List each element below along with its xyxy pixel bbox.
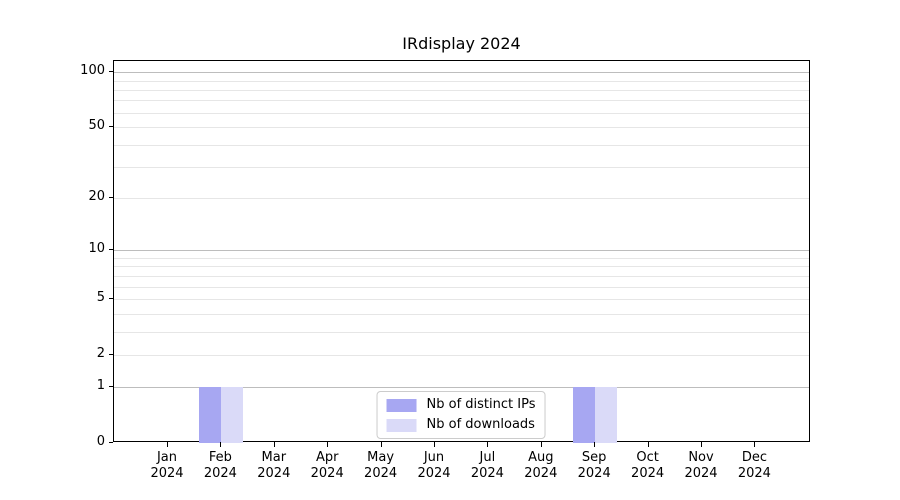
gridline-major [114,72,809,74]
x-tick-label: Sep 2024 [577,450,611,481]
x-tick-label: Feb 2024 [203,450,237,481]
legend-swatch-downloads [386,418,417,432]
x-tick-mark [380,442,382,447]
bar-distinct-ips [573,387,596,443]
y-tick-mark [109,249,113,251]
gridline-minor [114,286,809,288]
y-tick-label: 5 [96,290,105,305]
gridline-minor [114,257,809,259]
x-tick-mark [434,442,435,447]
x-tick-mark [167,442,168,447]
chart-title: IRdisplay 2024 [402,34,521,53]
gridline-minor [114,127,809,129]
x-tick-label: Dec 2024 [737,450,771,481]
legend-label: Nb of distinct IPs [426,397,536,412]
y-tick-label: 100 [80,63,105,79]
gridline-major [114,387,809,389]
gridline-minor [114,144,809,146]
y-tick-label: 1 [96,378,105,394]
gridline-minor [114,80,809,82]
x-tick-label: Jan 2024 [150,450,184,481]
gridline-minor [114,299,809,300]
x-tick-mark [594,442,596,447]
y-tick-mark [109,197,113,199]
y-tick-mark [109,386,113,388]
x-tick-label: Apr 2024 [310,450,344,481]
bar-downloads [595,387,618,443]
gridline-minor [114,167,809,169]
x-tick-mark [220,442,222,447]
gridline-major [114,250,809,252]
x-tick-mark [647,442,649,447]
x-tick-label: Aug 2024 [524,450,558,481]
y-tick-label: 2 [96,345,105,361]
y-tick-mark [109,298,113,299]
y-tick-mark [109,353,113,355]
plot-area [113,60,810,443]
y-tick-label: 20 [88,189,105,205]
bar-distinct-ips [199,387,222,443]
x-tick-label: May 2024 [364,450,398,481]
gridline-minor [114,266,809,268]
y-tick-label: 50 [88,118,105,134]
x-tick-mark [754,442,756,447]
gridline-minor [114,112,809,114]
legend: Nb of distinct IPs Nb of downloads [376,391,546,439]
x-tick-mark [487,442,489,447]
gridline-minor [114,275,809,277]
y-tick-label: 0 [96,434,105,449]
legend-item: Nb of downloads [386,415,536,435]
gridline-minor [114,100,809,102]
y-tick-mark [109,442,113,443]
x-tick-mark [327,442,329,447]
y-tick-mark [109,126,113,128]
gridline-minor [114,89,809,91]
gridline-minor [114,313,809,315]
legend-item: Nb of distinct IPs [386,395,536,415]
x-tick-mark [540,442,542,447]
bar-downloads [221,387,244,443]
x-tick-mark [701,442,702,447]
y-tick-mark [109,71,113,73]
legend-swatch-distinct-ips [386,398,417,412]
x-tick-label: Oct 2024 [631,450,665,481]
x-tick-label: Nov 2024 [684,450,718,481]
y-tick-label: 10 [88,241,105,257]
x-tick-label: Mar 2024 [257,450,291,481]
x-tick-mark [273,442,275,447]
legend-label: Nb of downloads [426,417,535,432]
gridline-minor [114,198,809,200]
x-tick-label: Jul 2024 [470,450,504,481]
gridline-minor [114,354,809,356]
x-tick-label: Jun 2024 [417,450,451,481]
gridline-minor [114,331,809,333]
